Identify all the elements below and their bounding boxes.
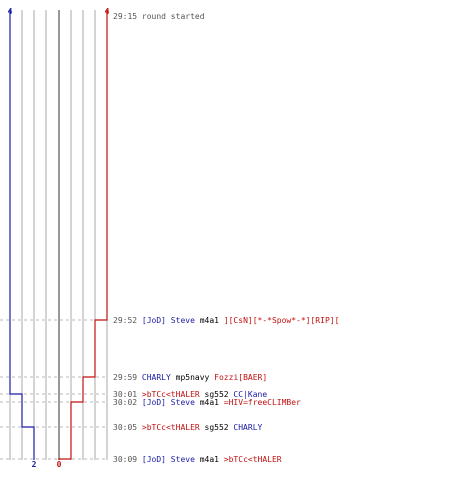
- weapon-label: sg552: [200, 390, 234, 399]
- red-team-alive-line: [58, 10, 108, 460]
- weapon-label: mp5navy: [171, 373, 214, 382]
- red-end-count: 0: [57, 460, 62, 469]
- red-player-name: =HIV=freeCLIMBer: [224, 398, 301, 407]
- blue-player-name: [JoD] Steve: [142, 455, 195, 464]
- red-player-name: >bTCc<tHALER: [142, 390, 200, 399]
- event-time: 29:52: [113, 316, 142, 325]
- event-time: 30:01: [113, 390, 142, 399]
- kill-feed-entry: 30:02 [JoD] Steve m4a1 =HIV=freeCLIMBer: [113, 398, 301, 407]
- red-player-name: ][CsN][*-*Spow*-*][RIP][: [224, 316, 340, 325]
- kill-feed-entry: 29:15 round started: [113, 12, 205, 21]
- kill-feed-entry: 30:09 [JoD] Steve m4a1 >bTCc<tHALER: [113, 455, 282, 464]
- blue-team-alive-line: [9, 10, 35, 460]
- event-time: 29:59: [113, 373, 142, 382]
- event-label: round started: [142, 12, 205, 21]
- red-player-name: >bTCc<tHALER: [224, 455, 282, 464]
- weapon-label: m4a1: [195, 316, 224, 325]
- blue-player-name: [JoD] Steve: [142, 398, 195, 407]
- kill-feed-entry: 29:59 CHARLY mp5navy Fozzi[BAER]: [113, 373, 267, 382]
- blue-start-count: 4: [8, 7, 13, 16]
- red-player-name: >bTCc<tHALER: [142, 423, 200, 432]
- lane-grid: [9, 10, 108, 460]
- event-time: 30:02: [113, 398, 142, 407]
- event-guides: [0, 319, 108, 460]
- event-time: 29:15: [113, 12, 142, 21]
- kill-feed-entry: 29:52 [JoD] Steve m4a1 ][CsN][*-*Spow*-*…: [113, 316, 339, 325]
- red-player-name: Fozzi[BAER]: [214, 373, 267, 382]
- kill-feed: 29:15 round started 29:52 [JoD] Steve m4a…: [113, 12, 339, 464]
- blue-player-name: [JoD] Steve: [142, 316, 195, 325]
- blue-player-name: CHARLY: [142, 373, 171, 382]
- weapon-label: sg552: [200, 423, 234, 432]
- blue-player-name: CHARLY: [233, 423, 262, 432]
- blue-player-name: CC|Kane: [233, 390, 267, 399]
- weapon-label: m4a1: [195, 455, 224, 464]
- blue-end-count: 2: [32, 460, 37, 469]
- kill-feed-entry: 30:05 >bTCc<tHALER sg552 CHARLY: [113, 423, 263, 432]
- kill-feed-entry: 30:01 >bTCc<tHALER sg552 CC|Kane: [113, 390, 267, 399]
- red-start-count: 4: [105, 7, 110, 16]
- weapon-label: m4a1: [195, 398, 224, 407]
- event-time: 30:09: [113, 455, 142, 464]
- event-time: 30:05: [113, 423, 142, 432]
